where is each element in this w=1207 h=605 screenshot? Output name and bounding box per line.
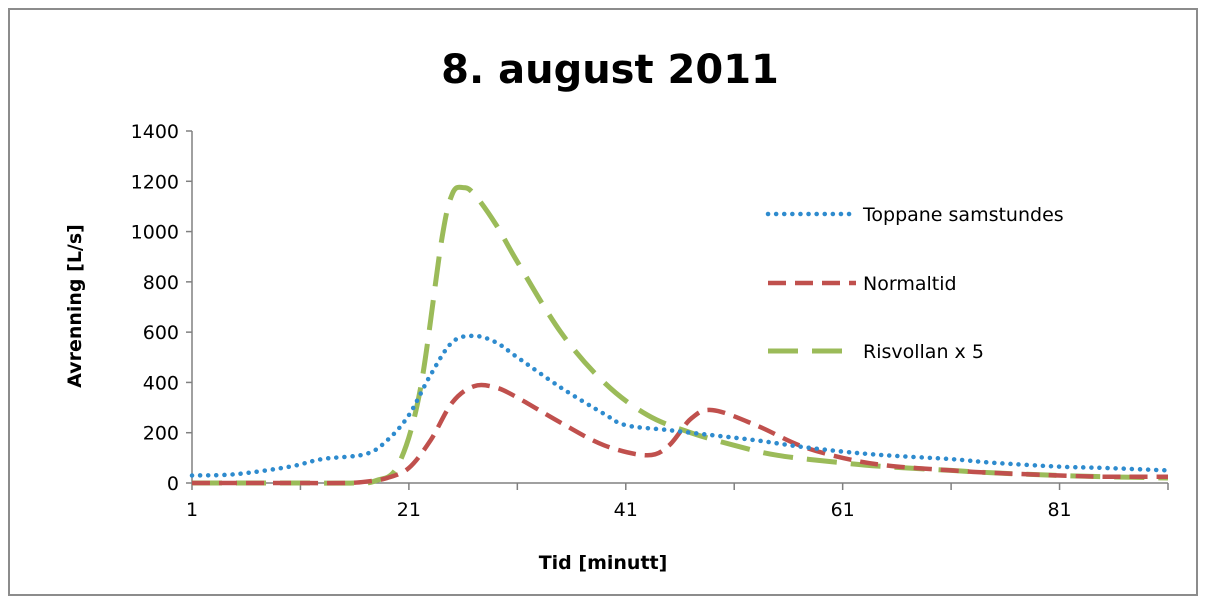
- series-line-toppane-samstundes: [189, 333, 1171, 478]
- x-tick-label: 1: [186, 499, 198, 521]
- y-tick-label: 0: [167, 473, 179, 495]
- series-line-normaltid: [191, 382, 1169, 486]
- y-tick-label: 1000: [131, 222, 179, 244]
- legend-item: Risvollan x 5: [768, 341, 984, 363]
- y-axis-title: Avrenning [L/s]: [64, 224, 86, 388]
- y-tick-label: 800: [143, 272, 179, 294]
- x-tick-label: 21: [397, 499, 421, 521]
- x-tick-label: 61: [831, 499, 855, 521]
- series-line-risvollan-x-5: [191, 184, 1169, 486]
- x-tick-label: 81: [1047, 499, 1071, 521]
- y-tick-label: 1400: [131, 121, 179, 143]
- legend-label: Risvollan x 5: [863, 341, 984, 363]
- y-tick-label: 400: [143, 372, 179, 394]
- legend-item: Toppane samstundes: [765, 204, 1064, 226]
- chart-frame: [8, 8, 1198, 596]
- plot-series: [189, 184, 1171, 486]
- legend-item: Normaltid: [768, 273, 957, 295]
- y-tick-label: 1200: [131, 171, 179, 193]
- legend-label: Toppane samstundes: [862, 204, 1064, 226]
- x-axis-title: Tid [minutt]: [539, 552, 668, 574]
- legend: Toppane samstundes Normaltid Risvollan x 5: [765, 204, 1064, 363]
- y-tick-label: 600: [143, 322, 179, 344]
- chart-title: 8. august 2011: [441, 47, 779, 93]
- y-tick-label: 200: [143, 423, 179, 445]
- x-axis: 1 21 41 61 81: [186, 482, 1169, 521]
- x-tick-label: 41: [614, 499, 638, 521]
- y-axis: 0 200 400 600 800 1000 1200 1400: [131, 121, 193, 495]
- legend-label: Normaltid: [863, 273, 957, 295]
